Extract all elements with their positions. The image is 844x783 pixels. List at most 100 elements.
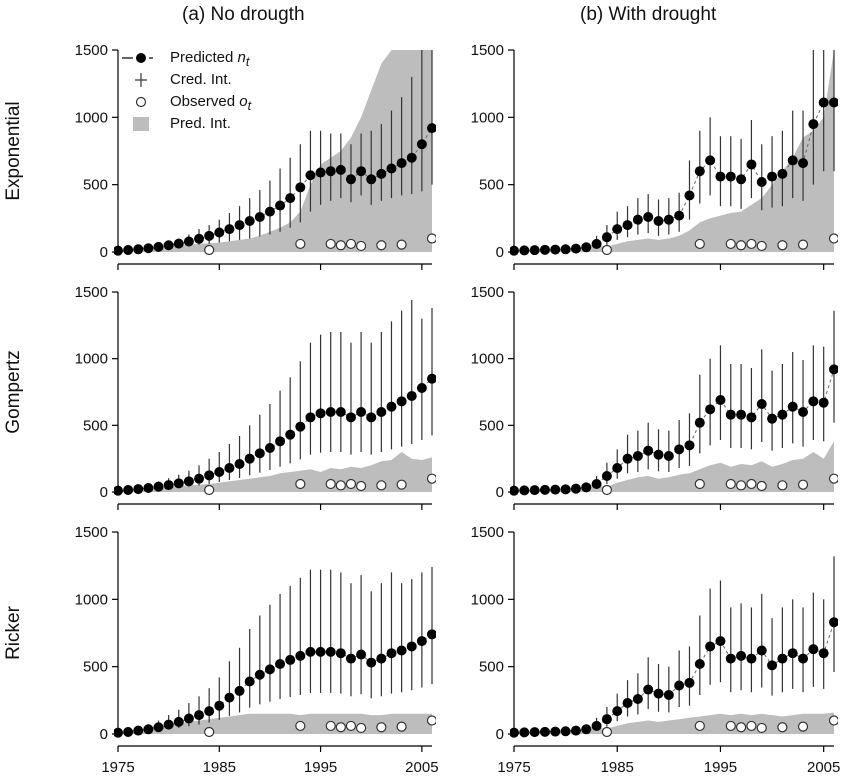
predicted-point: [356, 407, 367, 417]
predicted-point: [601, 471, 612, 481]
panel-plot-area: [114, 300, 436, 496]
predicted-point: [386, 401, 397, 412]
legend-item-cred: Cred. Int.: [120, 69, 290, 91]
predicted-point: [234, 220, 245, 231]
predicted-point: [335, 164, 346, 175]
observed-point: [694, 238, 705, 250]
predicted-point: [204, 470, 215, 481]
predicted-point: [275, 200, 286, 211]
observed-point: [735, 722, 747, 733]
predicted-point: [777, 409, 788, 420]
predicted-point: [643, 445, 654, 456]
y-tick-label: 1000: [471, 109, 504, 126]
predicted-marker-icon: [122, 53, 153, 63]
legend-label-predicted-n: n: [237, 49, 246, 66]
observed-point: [355, 722, 367, 734]
predicted-point: [315, 167, 326, 178]
x-tick-label: 1975: [101, 759, 134, 776]
row-label-ricker: Ricker: [3, 606, 24, 660]
predicted-point: [133, 244, 144, 255]
predicted-point: [756, 399, 767, 409]
predicted-point: [539, 726, 550, 737]
predicted-point: [529, 485, 540, 496]
predicted-point: [570, 243, 581, 254]
predicted-point: [194, 233, 205, 244]
observed-point: [756, 480, 767, 492]
predicted-point: [194, 473, 205, 484]
predicted-point: [715, 171, 726, 182]
predicted-point: [767, 413, 778, 424]
panel-plot-area: [510, 50, 838, 256]
observed-point: [396, 239, 407, 250]
predicted-point: [254, 211, 265, 222]
predicted-point: [715, 395, 726, 405]
predicted-point: [244, 676, 255, 687]
predicted-point: [163, 240, 174, 251]
legend-label-predicted: Predicted: [170, 49, 234, 66]
predicted-point: [529, 245, 540, 256]
predicted-point: [736, 650, 747, 661]
predicted-point: [285, 193, 296, 204]
predicted-point: [529, 727, 540, 738]
predicted-point: [376, 407, 387, 417]
predicted-line: [117, 127, 433, 252]
predicted-point: [818, 397, 829, 408]
y-tick-label: 1500: [471, 524, 504, 541]
predicted-point: [560, 726, 571, 737]
predicted-point: [153, 241, 164, 252]
predicted-point: [183, 476, 194, 487]
y-tick-label: 1500: [471, 42, 504, 59]
predicted-point: [295, 650, 306, 661]
y-tick-label: 500: [83, 417, 108, 434]
predicted-point: [264, 443, 275, 453]
predicted-point: [560, 484, 571, 495]
predicted-point: [123, 244, 134, 255]
legend-item-pred-int: Pred. Int.: [120, 113, 290, 135]
predicted-point: [173, 716, 184, 727]
predicted-point: [550, 484, 561, 495]
predicted-point: [725, 653, 736, 664]
panel-plot-area: [510, 556, 838, 738]
observed-point: [725, 720, 736, 732]
predicted-point: [643, 211, 654, 222]
observed-point: [777, 240, 788, 251]
observed-point: [756, 240, 767, 252]
y-tick-label: 0: [100, 244, 108, 261]
predicted-point: [746, 653, 757, 664]
row-label-gompertz: Gompertz: [3, 350, 24, 434]
predicted-point: [705, 155, 716, 166]
panel-ricker-no-drought: 0 500 1000 1500 1975 1985 1995 2005: [75, 524, 439, 776]
x-tick-label: 1995: [704, 759, 737, 776]
predicted-point: [295, 182, 306, 193]
predicted-point: [123, 485, 134, 495]
observed-point: [345, 238, 357, 250]
predicted-point: [224, 224, 235, 235]
observed-point: [426, 233, 436, 244]
predicted-point: [194, 710, 205, 721]
panel-plot-area: [510, 310, 838, 496]
predicted-point: [406, 641, 417, 652]
predicted-point: [416, 139, 427, 150]
predicted-point: [601, 232, 612, 243]
predicted-point: [427, 373, 436, 384]
observed-point: [204, 726, 215, 738]
predicted-point: [234, 459, 245, 469]
pred-int-swatch-icon: [133, 117, 149, 131]
x-tick-label: 2005: [405, 759, 438, 776]
observed-point: [345, 478, 357, 490]
observed-point: [735, 480, 747, 491]
y-tick-label: 1500: [75, 42, 108, 59]
y-tick-label: 0: [496, 726, 504, 743]
observed-point: [725, 478, 736, 490]
predicted-point: [386, 163, 397, 174]
predicted-point: [674, 680, 685, 691]
predicted-point: [705, 641, 716, 652]
legend-label-predicted-t: t: [245, 55, 250, 69]
predicted-point: [570, 483, 581, 494]
predicted-point: [663, 689, 674, 700]
predicted-point: [244, 216, 255, 227]
predicted-point: [519, 245, 530, 256]
y-tick-label: 1000: [75, 351, 108, 368]
predicted-point: [366, 174, 377, 185]
observed-point: [335, 722, 346, 733]
